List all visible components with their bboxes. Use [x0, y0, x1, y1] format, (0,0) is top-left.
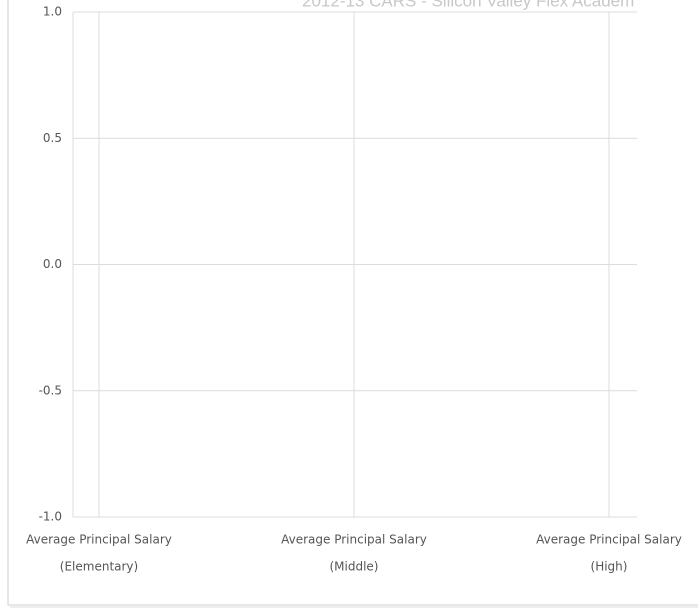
- chart-title: 2012-13 CARS - Silicon Valley Flex Acade…: [302, 0, 634, 10]
- x-tick-label: (High): [591, 560, 628, 574]
- x-tick-label: (Middle): [329, 560, 378, 574]
- y-tick-label: 0.0: [43, 257, 62, 271]
- y-tick-label: -1.0: [39, 510, 62, 524]
- x-tick-label: Average Principal Salary: [26, 533, 172, 547]
- y-tick-label: -0.5: [39, 383, 62, 397]
- x-tick-label: (Elementary): [60, 560, 138, 574]
- chart-frame: [7, 0, 698, 606]
- y-tick-label: 0.5: [43, 131, 62, 145]
- x-tick-label: Average Principal Salary: [281, 533, 427, 547]
- x-tick-label: Average Principal Salary: [536, 533, 682, 547]
- y-tick-label: 1.0: [43, 5, 62, 19]
